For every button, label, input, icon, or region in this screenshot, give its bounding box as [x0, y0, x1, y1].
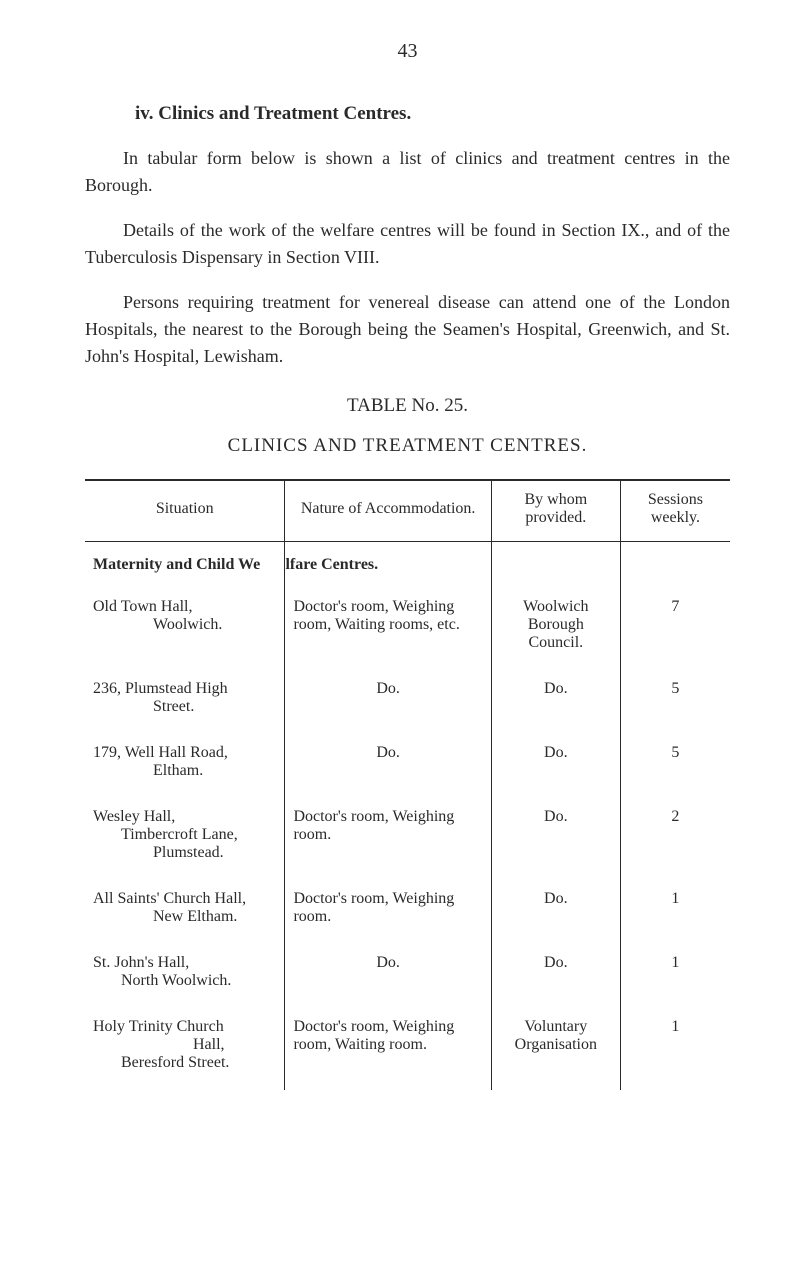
cell-nature: Doctor's room, Weighing room. — [285, 798, 491, 880]
cell-bywhom: Woolwich Borough Council. — [491, 588, 620, 670]
situation-main: Old Town Hall, — [93, 598, 192, 615]
cell-situation: St. John's Hall, North Woolwich. — [85, 944, 285, 1008]
table-row: St. John's Hall, North Woolwich. Do. Do.… — [85, 944, 730, 1008]
table-row: Holy Trinity Church Hall, Beresford Stre… — [85, 1008, 730, 1090]
cell-sessions: 1 — [620, 880, 730, 944]
table-row: 179, Well Hall Road, Eltham. Do. Do. 5 — [85, 734, 730, 798]
situation-sub2: Beresford Street. — [93, 1054, 276, 1072]
cell-bywhom: Do. — [491, 798, 620, 880]
section-header-left: Maternity and Child We — [85, 542, 285, 589]
cell-bywhom: Voluntary Organisation — [491, 1008, 620, 1090]
situation-main: 236, Plumstead High — [93, 680, 228, 697]
cell-sessions: 5 — [620, 734, 730, 798]
cell-sessions: 2 — [620, 798, 730, 880]
cell-nature: Doctor's room, Weighing room. — [285, 880, 491, 944]
cell-bywhom: Do. — [491, 670, 620, 734]
cell-nature: Do. — [285, 944, 491, 1008]
page-number: 43 — [85, 40, 730, 63]
cell-bywhom: Do. — [491, 944, 620, 1008]
situation-sub2: Plumstead. — [93, 844, 276, 862]
table-header-row: Situation Nature of Accommodation. By wh… — [85, 480, 730, 542]
cell-situation: Holy Trinity Church Hall, Beresford Stre… — [85, 1008, 285, 1090]
cell-nature: Do. — [285, 734, 491, 798]
situation-sub: Eltham. — [93, 762, 276, 780]
cell-bywhom: Do. — [491, 880, 620, 944]
situation-sub: Timbercroft Lane, — [93, 826, 276, 844]
situation-sub: Hall, — [93, 1036, 276, 1054]
col-header-situation: Situation — [85, 480, 285, 542]
cell-bywhom: Do. — [491, 734, 620, 798]
paragraph-3: Persons requiring treatment for venereal… — [85, 289, 730, 370]
situation-main: Wesley Hall, — [93, 808, 175, 825]
situation-sub: Woolwich. — [93, 616, 276, 634]
cell-situation: All Saints' Church Hall, New Eltham. — [85, 880, 285, 944]
cell-sessions: 5 — [620, 670, 730, 734]
cell-nature: Doctor's room, Weighing room, Waiting ro… — [285, 1008, 491, 1090]
cell-sessions: 1 — [620, 944, 730, 1008]
cell-sessions: 1 — [620, 1008, 730, 1090]
cell-situation: 236, Plumstead High Street. — [85, 670, 285, 734]
section-heading: iv. Clinics and Treatment Centres. — [135, 103, 730, 125]
paragraph-1: In tabular form below is shown a list of… — [85, 145, 730, 199]
table-row: 236, Plumstead High Street. Do. Do. 5 — [85, 670, 730, 734]
cell-situation: 179, Well Hall Road, Eltham. — [85, 734, 285, 798]
table-section-header: Maternity and Child We lfare Centres. — [85, 542, 730, 589]
col-header-nature: Nature of Accommodation. — [285, 480, 491, 542]
situation-sub: New Eltham. — [93, 908, 276, 926]
clinics-table: Situation Nature of Accommodation. By wh… — [85, 479, 730, 1090]
cell-situation: Wesley Hall, Timbercroft Lane, Plumstead… — [85, 798, 285, 880]
section-header-right: lfare Centres. — [285, 542, 491, 589]
table-row: Old Town Hall, Woolwich. Doctor's room, … — [85, 588, 730, 670]
paragraph-2: Details of the work of the welfare centr… — [85, 217, 730, 271]
cell-sessions: 7 — [620, 588, 730, 670]
col-header-sessions: Sessions weekly. — [620, 480, 730, 542]
section-header-empty2 — [620, 542, 730, 589]
table-number: TABLE No. 25. — [85, 395, 730, 417]
cell-nature: Do. — [285, 670, 491, 734]
situation-sub: North Woolwich. — [93, 972, 276, 990]
situation-main: Holy Trinity Church — [93, 1018, 224, 1035]
col-header-bywhom: By whom provided. — [491, 480, 620, 542]
situation-main: 179, Well Hall Road, — [93, 744, 228, 761]
cell-nature: Doctor's room, Weighing room, Waiting ro… — [285, 588, 491, 670]
situation-sub: Street. — [93, 698, 276, 716]
situation-main: All Saints' Church Hall, — [93, 890, 246, 907]
table-row: Wesley Hall, Timbercroft Lane, Plumstead… — [85, 798, 730, 880]
situation-main: St. John's Hall, — [93, 954, 189, 971]
table-row: All Saints' Church Hall, New Eltham. Doc… — [85, 880, 730, 944]
cell-situation: Old Town Hall, Woolwich. — [85, 588, 285, 670]
section-header-empty1 — [491, 542, 620, 589]
table-title: CLINICS AND TREATMENT CENTRES. — [85, 435, 730, 457]
